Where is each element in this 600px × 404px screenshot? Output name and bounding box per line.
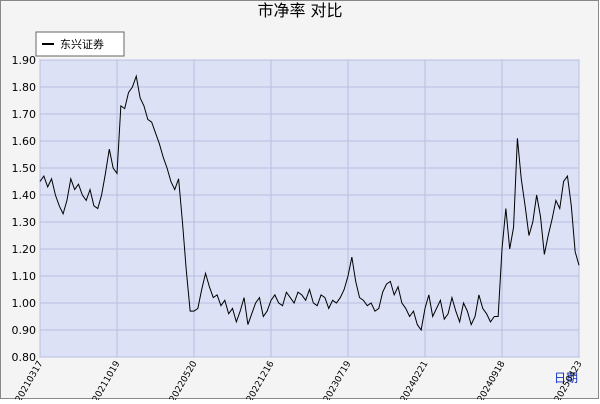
y-tick-label: 1.00 xyxy=(12,297,37,310)
legend-label: 东兴证券 xyxy=(60,37,104,51)
y-tick-label: 1.90 xyxy=(12,54,37,67)
data-line xyxy=(39,74,580,332)
y-tick-label: 1.50 xyxy=(12,162,37,175)
plot-area xyxy=(39,59,580,358)
x-axis-label: 日期 xyxy=(554,371,578,385)
y-tick-label: 0.90 xyxy=(12,324,37,337)
y-tick-label: 0.80 xyxy=(12,351,37,364)
y-tick-label: 1.20 xyxy=(12,243,37,256)
y-tick-label: 1.10 xyxy=(12,270,37,283)
y-tick-label: 1.40 xyxy=(12,189,37,202)
y-tick-label: 1.60 xyxy=(12,135,37,148)
y-tick-label: 1.30 xyxy=(12,216,37,229)
y-tick-label: 1.70 xyxy=(12,108,37,121)
chart-title: 市净率 对比 xyxy=(257,1,342,20)
y-tick-label: 1.80 xyxy=(12,81,37,94)
